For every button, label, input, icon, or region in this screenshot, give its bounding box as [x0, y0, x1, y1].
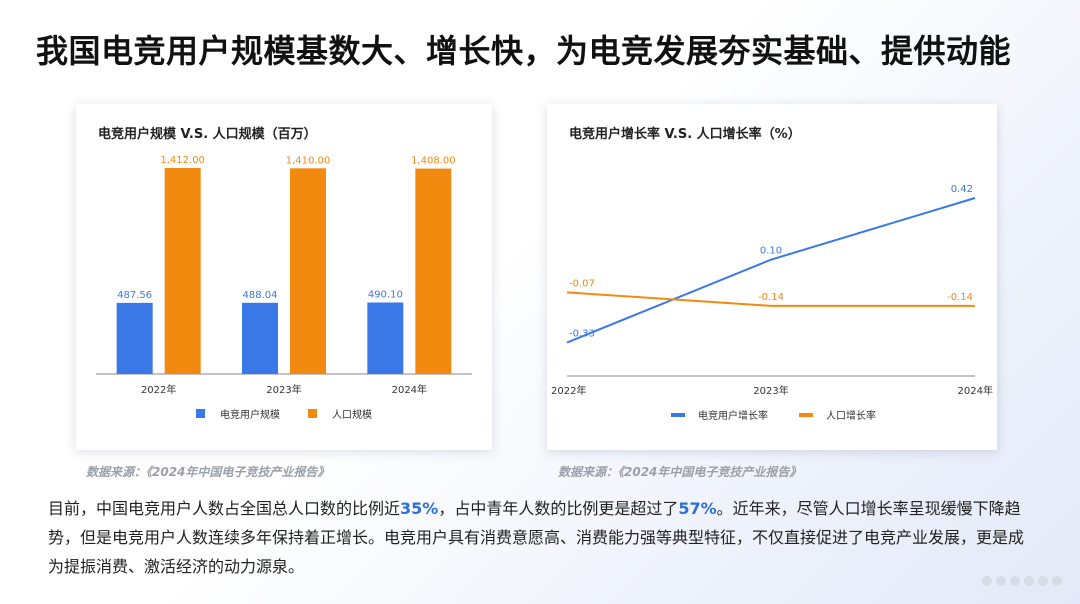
data-label: -0.14	[758, 292, 784, 303]
bar-population-1	[164, 168, 201, 374]
x-tick-label: 2022年	[141, 383, 176, 396]
legend-label: 电竞用户规模	[220, 408, 280, 421]
x-tick-label: 2022年	[551, 384, 586, 397]
data-label: 488.04	[243, 290, 278, 301]
dot-icon	[996, 576, 1006, 586]
bar-population-2	[290, 168, 326, 374]
source-note-left: 数据来源：《2024年中国电子竞技产业报告》	[86, 465, 330, 479]
data-label: 487.56	[117, 290, 152, 301]
slide-dots	[982, 576, 1062, 586]
bar-chart-card: 电竞用户规模 V.S. 人口规模（百万） 487.56 1,412.00 2022年 4…	[76, 104, 492, 450]
bar-population-3	[415, 168, 452, 374]
dot-icon	[1010, 576, 1020, 586]
summary-paragraph: 目前，中国电竞用户人数占全国总人口数的比例近35%，占中青年人数的比例更是超过了…	[48, 494, 1038, 581]
data-label: 0.10	[760, 246, 782, 257]
legend-label: 人口规模	[332, 408, 372, 421]
series-line-population-growth	[566, 291, 975, 307]
legend-swatch	[196, 409, 205, 418]
line-chart: 电竞用户增长率 V.S. 人口增长率（%） -0.33 0.10 0.42 -0.07 -…	[551, 126, 993, 422]
legend-swatch	[799, 413, 813, 417]
legend-swatch	[308, 409, 317, 418]
dot-icon	[1052, 576, 1062, 586]
legend-swatch	[671, 413, 685, 417]
bar-esports-users-2	[242, 302, 278, 374]
data-label: 0.42	[951, 184, 973, 195]
data-label: 1,412.00	[160, 155, 205, 166]
dot-icon	[1038, 576, 1048, 586]
data-label: 1,410.00	[286, 155, 331, 166]
legend-label: 电竞用户增长率	[698, 409, 768, 422]
data-label: 490.10	[368, 289, 403, 300]
bar-esports-users-1	[116, 302, 153, 374]
x-tick-label: 2023年	[753, 384, 788, 397]
chart-title: 电竞用户规模 V.S. 人口规模（百万）	[98, 126, 317, 142]
page-title: 我国电竞用户规模基数大、增长快，为电竞发展夯实基础、提供动能	[36, 32, 1012, 70]
summary-text-1: 目前，中国电竞用户人数占全国总人口数的比例近	[48, 499, 401, 518]
highlight-57-percent: 57%	[678, 499, 717, 518]
legend-label: 人口增长率	[826, 409, 876, 422]
data-label: -0.33	[569, 329, 595, 340]
chart-title: 电竞用户增长率 V.S. 人口增长率（%）	[569, 126, 801, 142]
series-line-esports-growth	[566, 197, 976, 344]
dot-icon	[982, 576, 992, 586]
data-label: -0.07	[569, 278, 595, 289]
dot-icon	[1024, 576, 1034, 586]
x-tick-label: 2024年	[392, 383, 427, 396]
line-chart-card: 电竞用户增长率 V.S. 人口增长率（%） -0.33 0.10 0.42 -0.07 -…	[547, 104, 997, 450]
x-tick-label: 2023年	[266, 383, 301, 396]
bar-chart: 电竞用户规模 V.S. 人口规模（百万） 487.56 1,412.00 2022年 4…	[96, 126, 472, 421]
x-tick-label: 2024年	[958, 384, 993, 397]
bar-esports-users-3	[367, 302, 404, 374]
summary-text-2: ，占中青年人数的比例更是超过了	[438, 499, 679, 518]
data-label: -0.14	[947, 292, 973, 303]
data-label: 1,408.00	[411, 156, 456, 167]
summary-text-3: 。近年来，尽管人口增长率呈现缓慢下降趋势，但是电竞用户人数连续多年保持着正增长。…	[48, 499, 1025, 576]
highlight-35-percent: 35%	[400, 499, 439, 518]
source-note-right: 数据来源：《2024年中国电子竞技产业报告》	[558, 465, 802, 479]
